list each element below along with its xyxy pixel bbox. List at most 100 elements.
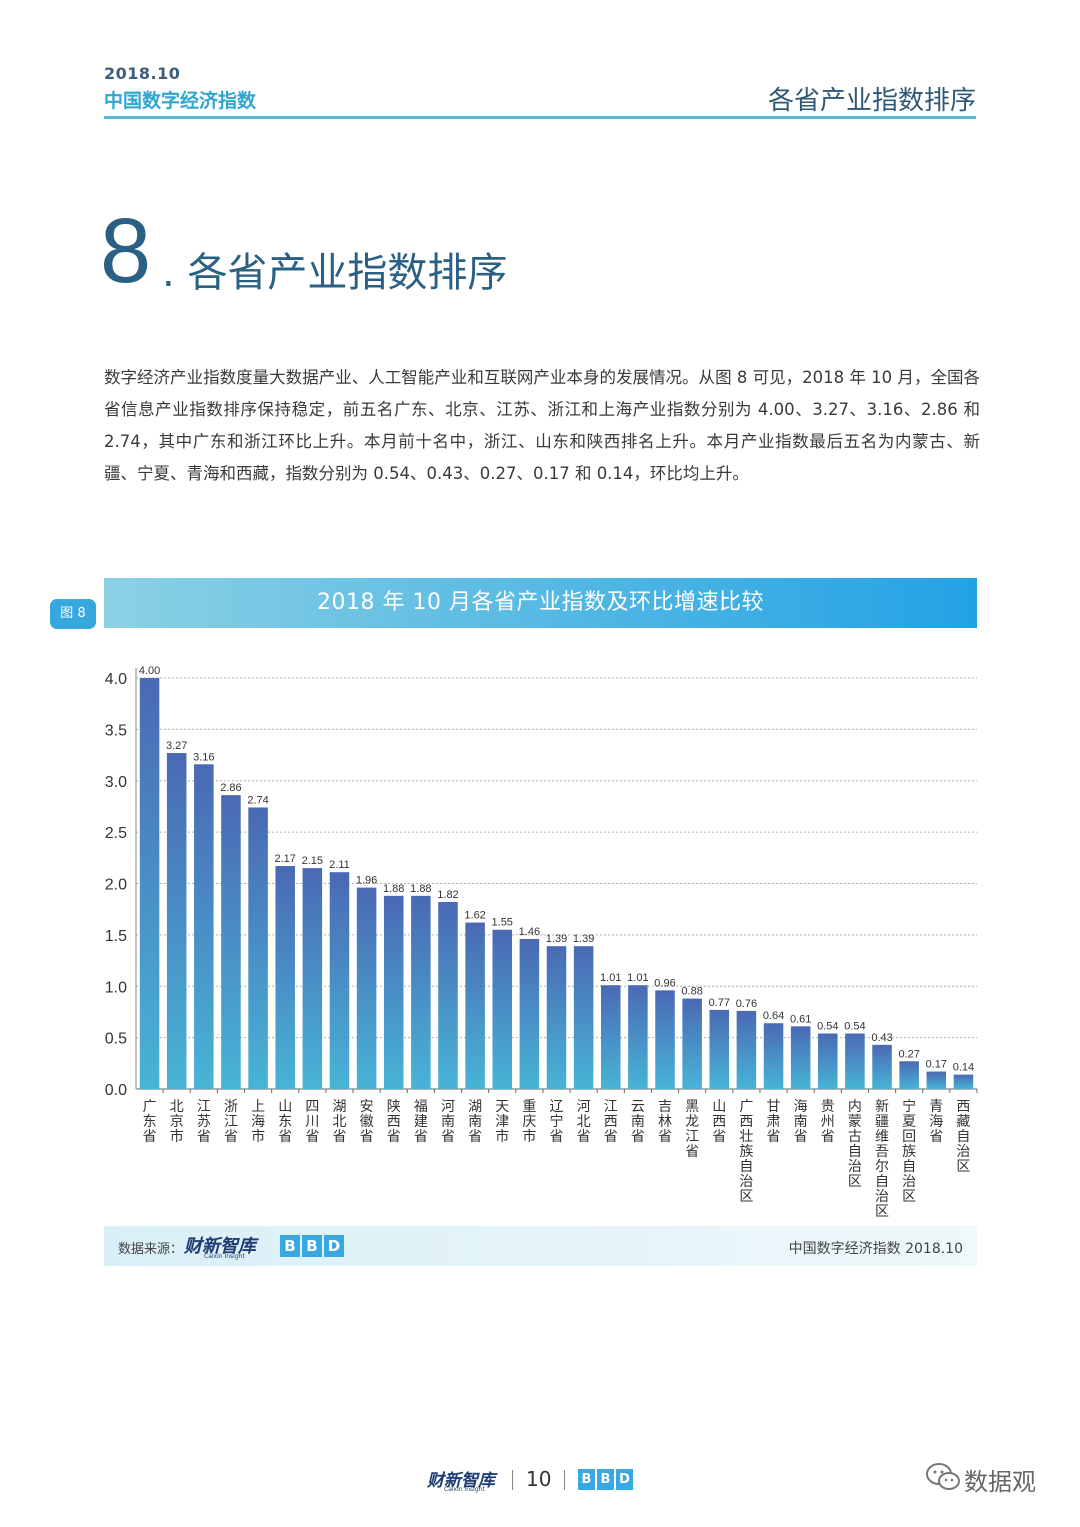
x-category-label: 广东省 bbox=[143, 1099, 157, 1145]
bar bbox=[194, 764, 214, 1089]
caixin-logo-sub: Caixin Insight bbox=[204, 1253, 245, 1260]
bar bbox=[655, 990, 675, 1089]
bar bbox=[139, 678, 160, 1089]
x-category-label: 四川省 bbox=[305, 1099, 319, 1145]
bar-value-label: 2.11 bbox=[329, 859, 350, 871]
x-category-label: 黑龙江省 bbox=[685, 1099, 699, 1160]
y-tick-label: 3.5 bbox=[105, 722, 127, 739]
bbd-logo-letter: B bbox=[280, 1235, 300, 1257]
y-tick-label: 3.0 bbox=[105, 774, 127, 791]
section-number: 8 bbox=[100, 200, 152, 302]
caixin-logo: 财新智库 bbox=[184, 1236, 256, 1257]
x-category-label: 贵州省 bbox=[821, 1099, 835, 1145]
x-category-label: 河北省 bbox=[577, 1099, 591, 1145]
x-category-label: 北京市 bbox=[170, 1099, 184, 1145]
bar bbox=[899, 1061, 919, 1089]
y-tick-label: 1.5 bbox=[105, 928, 127, 945]
x-category-label: 辽宁省 bbox=[550, 1099, 564, 1145]
bbd-logo-letter: B bbox=[578, 1469, 595, 1490]
bar bbox=[492, 929, 513, 1089]
source-right-text: 中国数字经济指数 2018.10 bbox=[788, 1241, 963, 1257]
bar bbox=[628, 985, 648, 1089]
bar-value-label: 1.62 bbox=[464, 910, 485, 922]
bar-value-label: 3.16 bbox=[193, 751, 214, 763]
source-bar: 数据来源： 财新智库 Caixin Insight B B D 中国数字经济指数… bbox=[104, 1226, 977, 1266]
y-tick-label: 2.0 bbox=[105, 877, 127, 894]
x-category-label: 重庆市 bbox=[522, 1099, 536, 1145]
x-category-label: 安徽省 bbox=[360, 1099, 374, 1145]
watermark-text: 数据观 bbox=[964, 1468, 1036, 1496]
bar bbox=[736, 1010, 757, 1089]
bar-value-label: 0.27 bbox=[898, 1048, 919, 1060]
bar-value-label: 0.88 bbox=[681, 986, 702, 998]
bar-value-label: 1.96 bbox=[356, 875, 377, 887]
bar bbox=[763, 1023, 784, 1089]
bar bbox=[166, 753, 187, 1089]
section-heading: . 各省产业指数排序 bbox=[162, 240, 507, 298]
bar bbox=[411, 895, 431, 1089]
bar-value-label: 1.88 bbox=[410, 883, 431, 895]
header-divider bbox=[104, 116, 976, 119]
bar bbox=[790, 1026, 811, 1089]
bar bbox=[221, 795, 241, 1089]
figure-tag: 图 8 bbox=[50, 599, 96, 629]
x-category-label: 湖南省 bbox=[468, 1099, 482, 1145]
bar bbox=[275, 866, 295, 1089]
x-category-label: 甘肃省 bbox=[767, 1099, 781, 1145]
bbd-logo-letter: B bbox=[597, 1469, 614, 1490]
footer-bbd-logo: B B D bbox=[578, 1469, 633, 1490]
bar-value-label: 1.88 bbox=[383, 883, 404, 895]
bar-value-label: 2.74 bbox=[247, 794, 268, 806]
bbd-logo: B B D bbox=[280, 1235, 344, 1257]
bar-value-label: 2.17 bbox=[274, 853, 295, 865]
bar-value-label: 1.01 bbox=[627, 972, 648, 984]
x-category-label: 江苏省 bbox=[197, 1099, 211, 1145]
bar bbox=[682, 998, 702, 1089]
bar-value-label: 0.17 bbox=[926, 1059, 947, 1071]
x-category-label: 海南省 bbox=[794, 1099, 808, 1145]
bar bbox=[845, 1033, 865, 1089]
figure-title: 2018 年 10 月各省产业指数及环比增速比较 bbox=[104, 578, 977, 628]
x-category-label: 西藏自治区 bbox=[956, 1099, 970, 1175]
bar bbox=[872, 1044, 892, 1089]
header-date: 2018.10 bbox=[104, 64, 181, 83]
bbd-logo-letter: B bbox=[302, 1235, 322, 1257]
bbd-logo-letter: D bbox=[324, 1235, 344, 1257]
bar-value-label: 1.39 bbox=[546, 933, 567, 945]
section-title: 各省产业指数排序 bbox=[187, 250, 508, 296]
bar bbox=[465, 922, 485, 1089]
bar-value-label: 0.43 bbox=[871, 1032, 892, 1044]
header-section-title: 各省产业指数排序 bbox=[767, 86, 976, 116]
bar-value-label: 3.27 bbox=[166, 740, 187, 752]
x-category-label: 山东省 bbox=[278, 1099, 292, 1145]
bbd-logo-letter: D bbox=[616, 1469, 633, 1490]
bar bbox=[248, 807, 268, 1089]
bar-value-label: 1.39 bbox=[573, 933, 594, 945]
x-category-label: 河南省 bbox=[441, 1099, 455, 1145]
x-category-label: 江西省 bbox=[604, 1099, 618, 1145]
x-category-label: 宁夏回族自治区 bbox=[902, 1098, 916, 1205]
x-category-label: 湖北省 bbox=[332, 1099, 346, 1145]
x-category-label: 吉林省 bbox=[658, 1099, 672, 1145]
footer-caixin-logo-sub: Caixin Insight bbox=[444, 1486, 485, 1493]
header-report-title: 中国数字经济指数 bbox=[104, 90, 257, 112]
footer-separator bbox=[512, 1470, 513, 1490]
page-number: 10 bbox=[526, 1467, 552, 1491]
x-category-label: 浙江省 bbox=[224, 1099, 238, 1145]
bar-value-label: 4.00 bbox=[139, 665, 160, 677]
bar-value-label: 2.86 bbox=[220, 782, 241, 794]
bar bbox=[383, 895, 404, 1089]
bar-value-label: 1.55 bbox=[492, 917, 513, 929]
y-tick-label: 1.0 bbox=[105, 979, 127, 996]
bar bbox=[600, 985, 621, 1089]
y-tick-label: 0.5 bbox=[105, 1031, 127, 1048]
footer-caixin-logo: 财新智库 bbox=[427, 1471, 495, 1491]
y-tick-label: 2.5 bbox=[105, 825, 127, 842]
bar-value-label: 1.46 bbox=[519, 926, 540, 938]
bar bbox=[329, 872, 350, 1089]
bar-value-label: 0.54 bbox=[817, 1021, 838, 1033]
bar-value-label: 0.64 bbox=[763, 1010, 784, 1022]
bar-value-label: 0.54 bbox=[844, 1021, 865, 1033]
bar bbox=[438, 901, 458, 1089]
x-category-label: 青海省 bbox=[929, 1099, 943, 1145]
